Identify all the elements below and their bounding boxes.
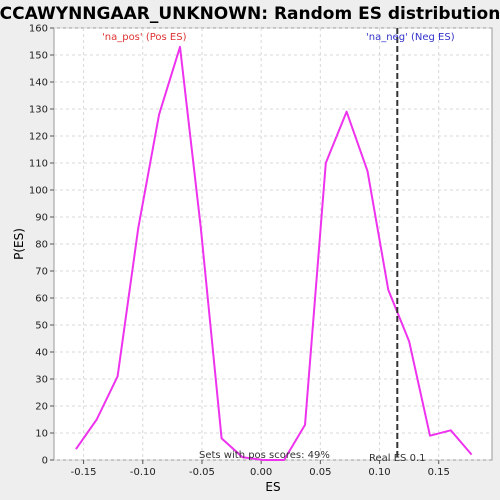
es-distribution-line bbox=[75, 45, 473, 461]
x-axis-label: ES bbox=[265, 480, 280, 494]
y-tick-label: 0 bbox=[42, 456, 48, 467]
y-tick-label: 80 bbox=[35, 240, 48, 251]
real-es-label: Real ES 0.1 bbox=[369, 453, 425, 464]
grid bbox=[54, 27, 492, 461]
x-tick-label: 0.10 bbox=[368, 467, 390, 478]
y-tick-label: 30 bbox=[35, 375, 48, 386]
y-axis-label: P(ES) bbox=[12, 228, 26, 260]
x-tick-label: 0.15 bbox=[428, 467, 450, 478]
series-layer bbox=[75, 45, 473, 461]
y-tick-label: 130 bbox=[29, 105, 48, 116]
y-tick-label: 160 bbox=[29, 24, 48, 35]
y-tick-label: 10 bbox=[35, 429, 48, 440]
annotations: 'na_pos' (Pos ES) 'na_neg' (Neg ES) Sets w… bbox=[102, 28, 455, 464]
y-tick-label: 60 bbox=[35, 294, 48, 305]
y-tick-label: 40 bbox=[35, 348, 48, 359]
y-tick-label: 70 bbox=[35, 267, 48, 278]
neg-es-label: 'na_neg' (Neg ES) bbox=[366, 32, 455, 43]
axes: 0 10 20 30 40 50 60 70 80 90 100 110 120 130 140 150 160… bbox=[29, 24, 450, 479]
y-tick-label: 20 bbox=[35, 402, 48, 413]
y-tick-label: 140 bbox=[29, 78, 48, 89]
chart-title: CCAWYNNGAAR_UNKNOWN: Random ES distribut… bbox=[0, 4, 500, 24]
y-tick-label: 150 bbox=[29, 51, 48, 62]
y-tick-label: 90 bbox=[35, 213, 48, 224]
x-tick-label: -0.10 bbox=[130, 467, 156, 478]
y-tick-label: 110 bbox=[29, 159, 48, 170]
x-tick-label: -0.05 bbox=[189, 467, 215, 478]
y-tick-label: 50 bbox=[35, 321, 48, 332]
y-tick-label: 100 bbox=[29, 186, 48, 197]
y-tick-label: 120 bbox=[29, 132, 48, 143]
pos-es-label: 'na_pos' (Pos ES) bbox=[102, 32, 187, 43]
x-tick-label: 0.05 bbox=[309, 467, 331, 478]
x-tick-label: 0.00 bbox=[250, 467, 272, 478]
pos-scores-label: Sets with pos scores: 49% bbox=[199, 450, 330, 461]
x-tick-label: -0.15 bbox=[71, 467, 97, 478]
